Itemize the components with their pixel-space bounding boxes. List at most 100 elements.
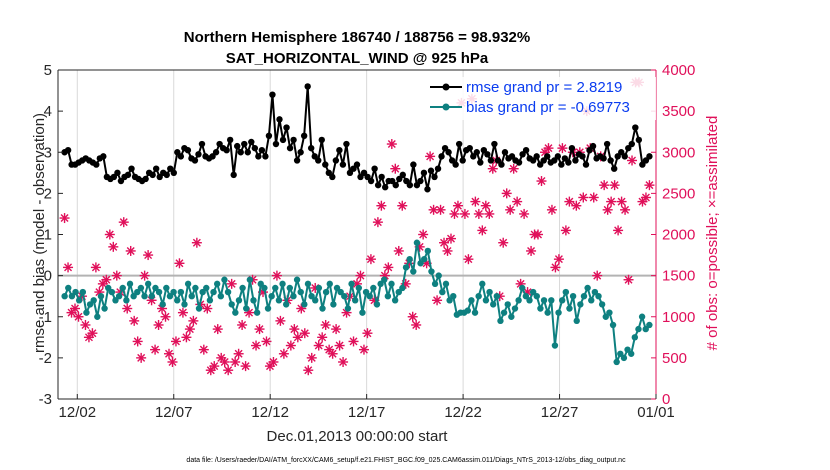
bias-point [61,292,68,300]
assimilated-obs-marker [268,356,279,367]
assimilated-obs-marker [463,254,474,265]
bias-point [373,301,381,308]
assimilated-obs-marker [498,237,509,248]
bias-point [137,284,145,292]
assimilated-obs-marker [428,204,439,215]
bias-point [624,346,631,353]
assimilated-obs-marker [118,217,129,228]
assimilated-obs-marker [292,332,303,343]
rmse-point [522,146,530,154]
bias-point [152,284,159,292]
bias-point [635,325,642,333]
assimilated-obs-marker [226,278,237,289]
rmse-point [329,173,336,181]
bias-point [522,292,530,300]
rmse-point [572,157,579,164]
rmse-point [128,165,135,172]
rmse-point [427,167,435,174]
rmse-point [515,159,523,166]
assimilated-obs-marker [230,356,241,367]
bias-point [304,280,312,288]
rmse-point [459,157,466,164]
bias-point [181,301,188,308]
rmse-point [452,161,459,168]
rmse-point [177,153,185,160]
bias-point [370,284,377,292]
bias-point [519,284,526,292]
x-tick-label: 12/27 [541,404,579,421]
bias-point [468,297,475,304]
rmse-point [417,177,424,185]
rmse-point [371,165,378,172]
assimilated-obs-marker [571,200,582,211]
bias-point [526,297,533,304]
rmse-point [149,171,156,179]
assimilated-obs-marker [445,233,456,244]
chart-title: Northern Hemisphere 186740 / 188756 = 98… [184,29,530,46]
rmse-point [445,149,452,156]
rmse-point [223,146,230,154]
bias-point [65,284,72,292]
rmse-point [554,153,562,160]
rmse-point [283,124,290,131]
rmse-point [300,132,308,139]
rmse-point [491,140,498,148]
bias-point [115,292,123,300]
bias-point [584,284,591,292]
bias-point [83,309,90,316]
assimilated-obs-marker [237,319,248,330]
assimilated-obs-marker [348,336,359,347]
assimilated-obs-marker [202,303,213,314]
assimilated-obs-marker [338,356,349,367]
bias-point [155,288,163,296]
bias-point [515,297,522,304]
assimilated-obs-marker [327,348,338,359]
bias-point [148,292,156,300]
assimilated-obs-marker [299,328,310,339]
assimilated-obs-marker [271,270,282,281]
assimilated-obs-marker [606,196,617,207]
bias-point [562,288,570,296]
bias-point [130,292,137,300]
bias-point [319,305,326,312]
rmse-point [533,153,540,160]
bias-point [446,297,453,304]
bias-point [144,280,152,288]
rmse-point [501,149,509,156]
assimilated-obs-marker [233,348,244,359]
y-tick-label: 2 [44,185,52,202]
assimilated-obs-marker [578,192,589,203]
bias-point [286,284,294,292]
assimilated-obs-marker [550,262,561,273]
ticks-layer: -3 -2 -1 0 1 2 3 4 5 0 500 1000 1500 2000 2500 3000 3500… [39,62,696,421]
rmse-point [163,171,170,179]
bias-point [395,288,402,296]
bias-point [199,288,206,296]
bias-point [573,317,580,325]
rmse-point [248,138,255,146]
assimilated-obs-marker [365,254,376,265]
assimilated-obs-marker [212,324,223,335]
assimilated-obs-marker [627,155,638,166]
y-tick-label: 5 [44,62,52,79]
bias-point [170,288,177,296]
bias-point [450,292,457,300]
y-tick-label: -2 [39,350,52,367]
assimilated-obs-marker [623,274,634,285]
y-tick-label: -1 [39,309,52,326]
rmse-point [610,165,618,172]
rmse-point [621,153,628,160]
rmse-point [114,169,121,177]
bias-point [424,247,432,255]
rmse-point [632,124,639,131]
assimilated-obs-marker [459,208,470,219]
assimilated-obs-marker [167,356,178,367]
assimilated-obs-marker [261,336,272,347]
bias-point [511,305,519,312]
assimilated-obs-marker [289,324,300,335]
bias-point [279,280,286,288]
rmse-point [431,173,438,181]
rmse-point [297,149,304,156]
rmse-point [170,169,177,177]
bias-point [75,297,83,304]
